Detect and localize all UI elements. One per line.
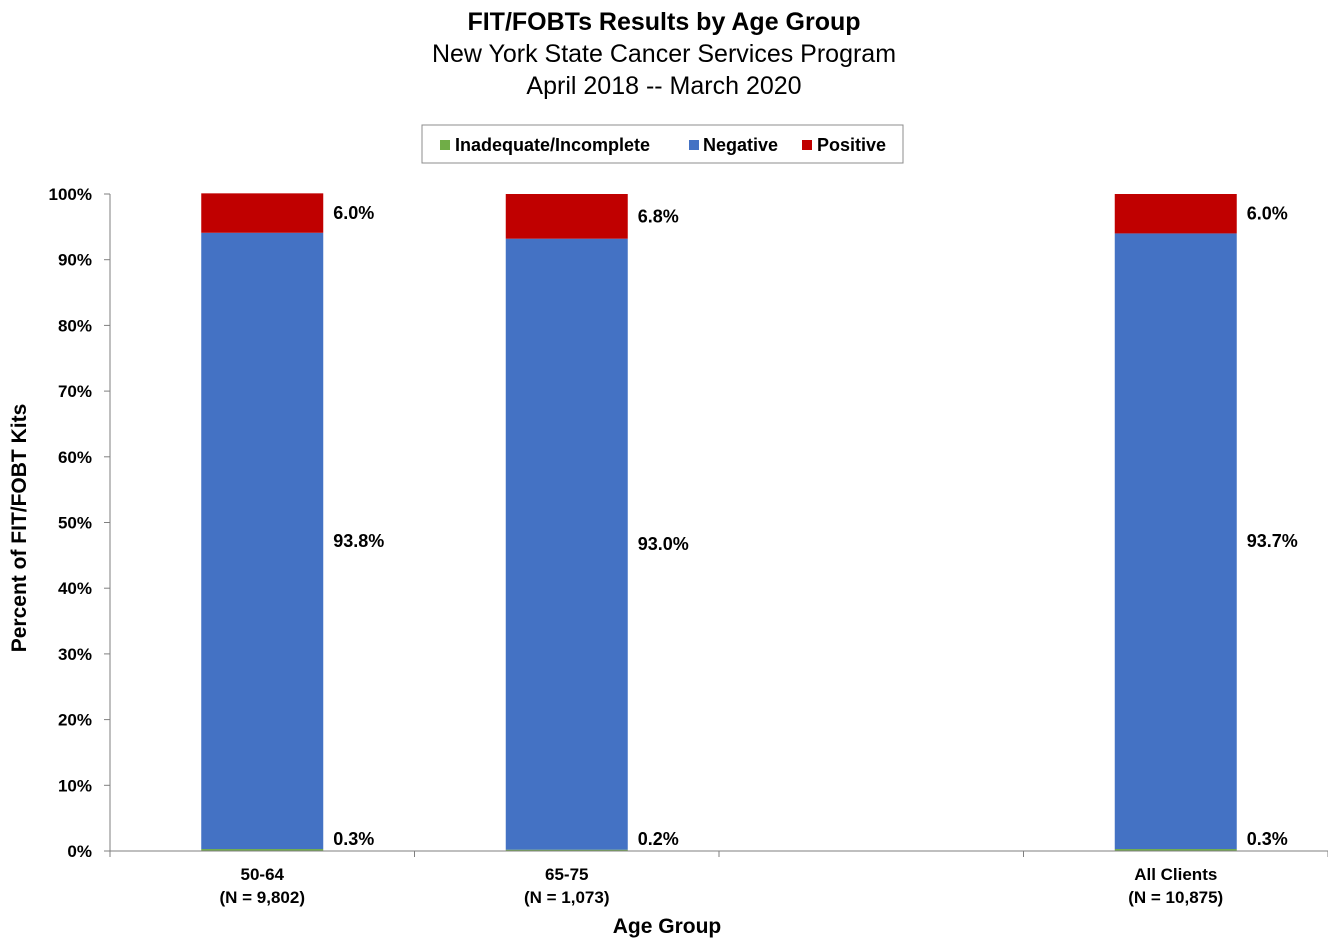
y-tick-label: 50% bbox=[58, 514, 92, 533]
x-category-n-label: (N = 9,802) bbox=[219, 888, 305, 907]
data-label: 0.3% bbox=[333, 829, 374, 849]
data-label: 0.3% bbox=[1247, 829, 1288, 849]
legend-box bbox=[421, 124, 904, 164]
y-tick-label: 20% bbox=[58, 711, 92, 730]
bar-segment-positive bbox=[505, 194, 628, 239]
chart-subtitle-line-1: New York State Cancer Services Program bbox=[432, 40, 896, 68]
chart-title: FIT/FOBTs Results by Age Group bbox=[467, 8, 860, 36]
y-tick-label: 60% bbox=[58, 448, 92, 467]
y-tick-label: 30% bbox=[58, 645, 92, 664]
legend-label-negative: Negative bbox=[703, 135, 778, 155]
bar-segment-inadequate-incomplete bbox=[201, 849, 324, 851]
bar-segment-negative bbox=[201, 232, 324, 850]
y-tick-label: 100% bbox=[49, 185, 92, 204]
y-axis-title: Percent of FIT/FOBT Kits bbox=[8, 404, 31, 653]
legend-swatch-positive bbox=[802, 140, 812, 150]
x-axis-title: Age Group bbox=[613, 915, 722, 938]
x-category-label: All Clients bbox=[1134, 865, 1217, 884]
data-label: 6.0% bbox=[1247, 204, 1288, 224]
legend-swatch-inadequate bbox=[440, 140, 450, 150]
x-category-n-label: (N = 10,875) bbox=[1128, 888, 1223, 907]
data-label: 6.8% bbox=[638, 206, 679, 226]
bar-segment-inadequate-incomplete bbox=[505, 849, 628, 851]
plot-area: 0% 10% 20% 30% 40% 50% 60% 70% 80% 90% 100% 0.3% 93.… bbox=[49, 185, 1328, 907]
bar-segment-negative bbox=[1114, 233, 1237, 850]
x-category-label: 65-75 bbox=[545, 865, 588, 884]
data-label: 6.0% bbox=[333, 203, 374, 223]
bar-segment-negative bbox=[505, 238, 628, 850]
chart-subtitle-line-2: April 2018 -- March 2020 bbox=[526, 72, 801, 100]
legend: Inadequate/Incomplete Negative Positive bbox=[421, 124, 904, 164]
legend-swatch-negative bbox=[689, 140, 699, 150]
data-label: 93.8% bbox=[333, 531, 384, 551]
y-tick-label: 10% bbox=[58, 776, 92, 795]
y-tick-label: 40% bbox=[58, 579, 92, 598]
data-label: 0.2% bbox=[638, 829, 679, 849]
x-category-label: 50-64 bbox=[241, 865, 285, 884]
legend-label-inadequate: Inadequate/Incomplete bbox=[455, 135, 650, 155]
y-tick-label: 0% bbox=[67, 842, 92, 861]
y-tick-label: 80% bbox=[58, 316, 92, 335]
data-label: 93.0% bbox=[638, 534, 689, 554]
legend-label-positive: Positive bbox=[817, 135, 886, 155]
x-category-n-label: (N = 1,073) bbox=[524, 888, 610, 907]
y-tick-label: 70% bbox=[58, 382, 92, 401]
y-tick-label: 90% bbox=[58, 251, 92, 270]
data-label: 93.7% bbox=[1247, 531, 1298, 551]
bar-segment-positive bbox=[201, 193, 324, 233]
bar-segment-inadequate-incomplete bbox=[1114, 849, 1237, 851]
bar-segment-positive bbox=[1114, 194, 1237, 234]
